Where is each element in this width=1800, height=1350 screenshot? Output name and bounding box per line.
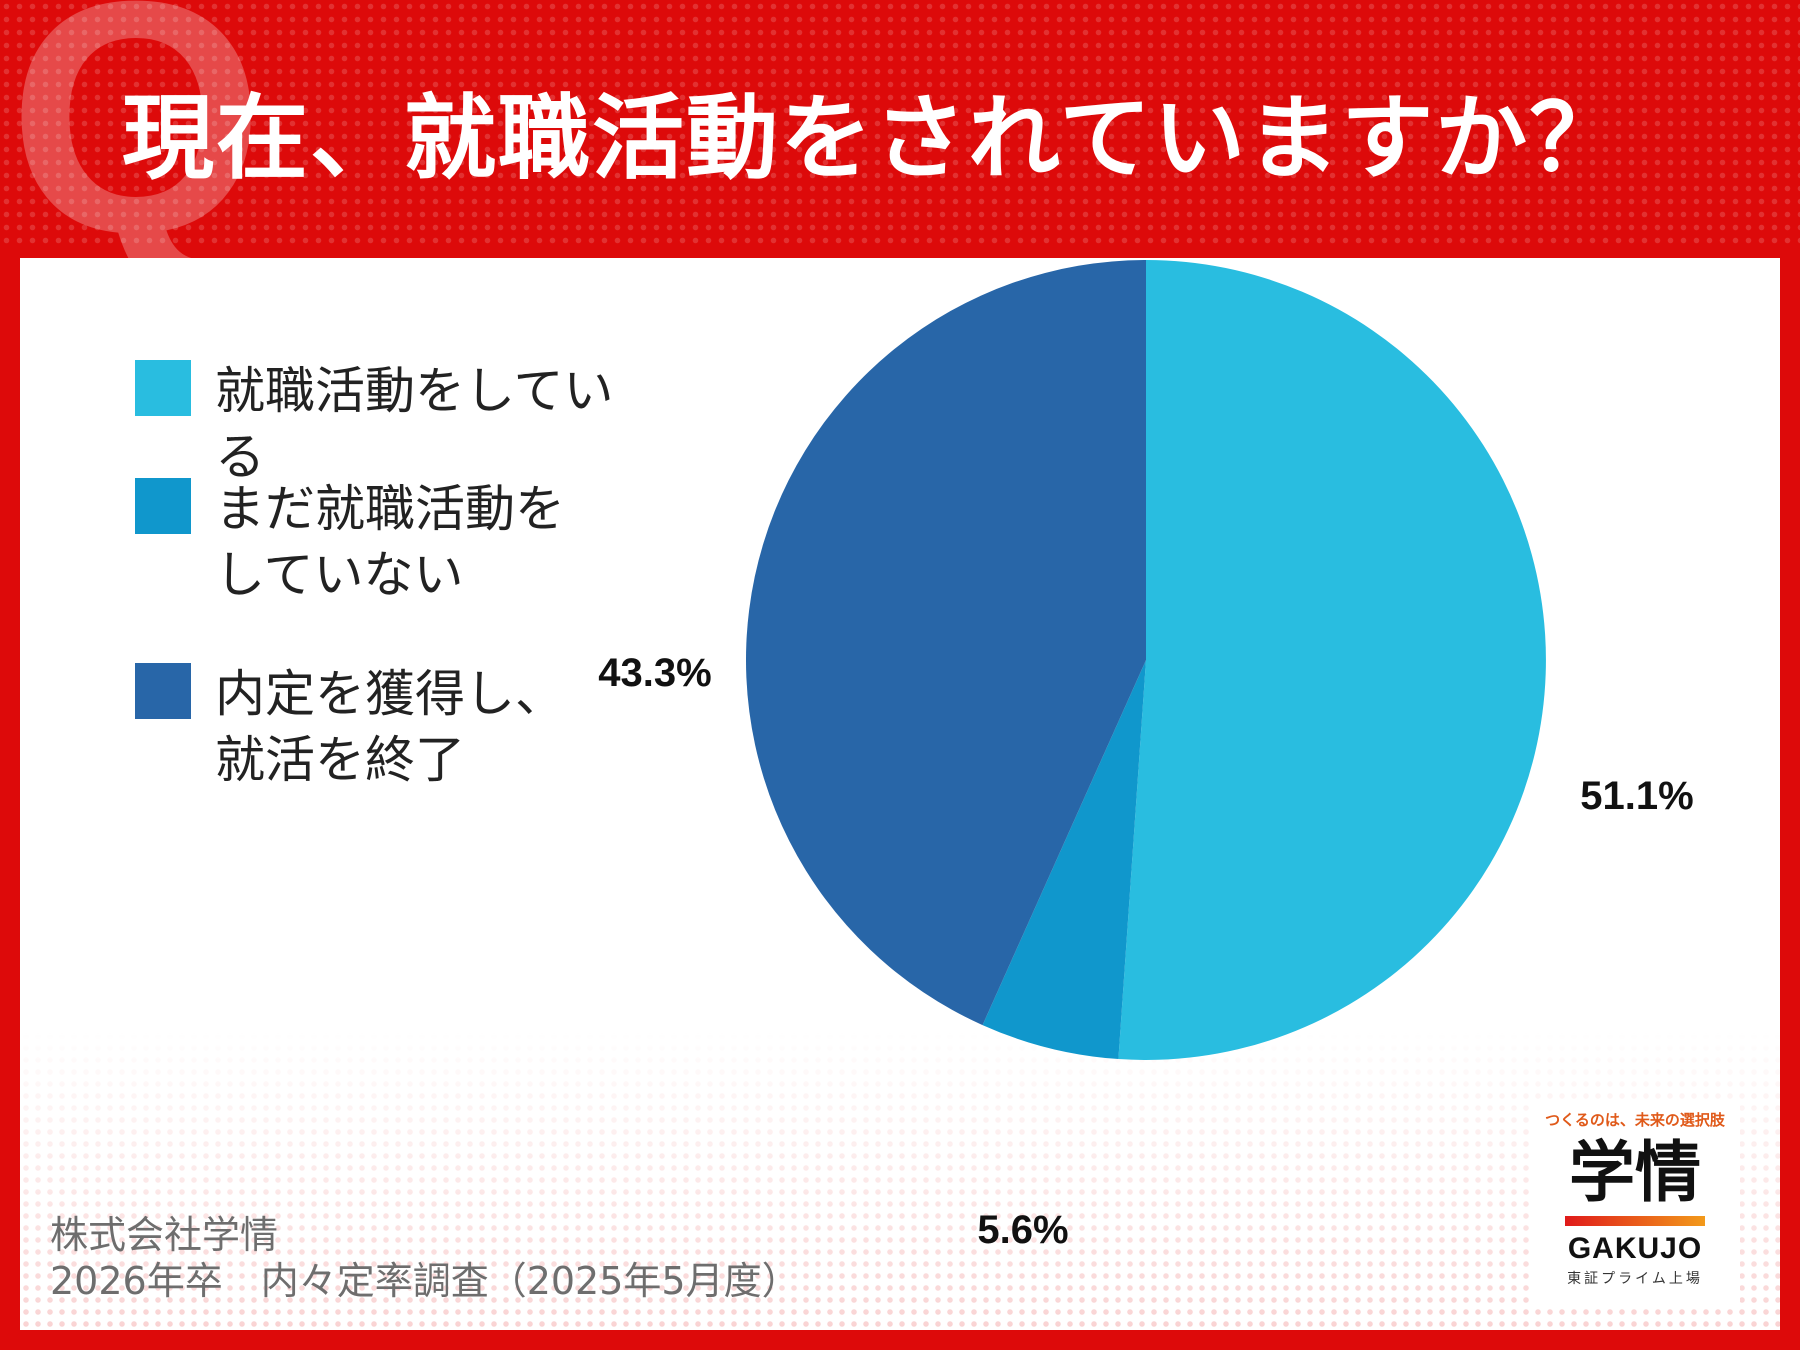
legend-item-not-started: まだ就職活動を していない — [135, 476, 645, 608]
source-company: 株式会社学情 — [50, 1213, 279, 1257]
pie-label-finished: 43.3% — [598, 651, 711, 695]
gakujo-logo: つくるのは、未来の選択肢 学情 GAKUJO 東証プライム上場 — [1530, 1105, 1740, 1305]
legend-label-finished: 内定を獲得し、 就活を終了 — [215, 665, 565, 789]
source-note: 株式会社学情 2026年卒 内々定率調査（2025年5月度） — [50, 1212, 800, 1304]
legend-swatch-active — [135, 360, 191, 416]
panel-dot-pattern — [20, 1030, 1780, 1330]
header-dot-pattern — [0, 0, 1800, 250]
page-title: 現在、就職活動をされていますか？ — [122, 85, 1624, 192]
source-survey: 2026年卒 内々定率調査（2025年5月度） — [50, 1259, 800, 1303]
legend-swatch-finished — [135, 663, 191, 719]
pie-label-active: 51.1% — [1580, 774, 1693, 818]
pie-chart: 43.3% 51.1% 5.6% — [598, 260, 1694, 1252]
chart-panel: 就職活動をしている まだ就職活動を していない 内定を獲得し、 就活を終了 43… — [20, 258, 1780, 1330]
legend-item-active: 就職活動をしている — [135, 358, 645, 490]
pie-slice-finished — [745, 260, 1146, 1026]
logo-tagline: つくるのは、未来の選択肢 — [1545, 1111, 1725, 1129]
legend-swatch-not-started — [135, 478, 191, 534]
legend-label-active: 就職活動をしている — [215, 362, 614, 486]
pie-slice-not-started — [982, 660, 1146, 1060]
legend-item-finished: 内定を獲得し、 就活を終了 — [135, 661, 645, 793]
pie-slice-active — [1118, 260, 1546, 1060]
logo-gradient-bar — [1565, 1216, 1705, 1226]
legend-label-not-started: まだ就職活動を していない — [215, 480, 565, 604]
pie-label-not-started: 5.6% — [977, 1208, 1068, 1252]
logo-name: 学情 — [1569, 1134, 1701, 1211]
logo-name-en: GAKUJO — [1567, 1232, 1703, 1265]
q-watermark: Q — [8, 0, 265, 301]
logo-sub: 東証プライム上場 — [1567, 1271, 1703, 1287]
